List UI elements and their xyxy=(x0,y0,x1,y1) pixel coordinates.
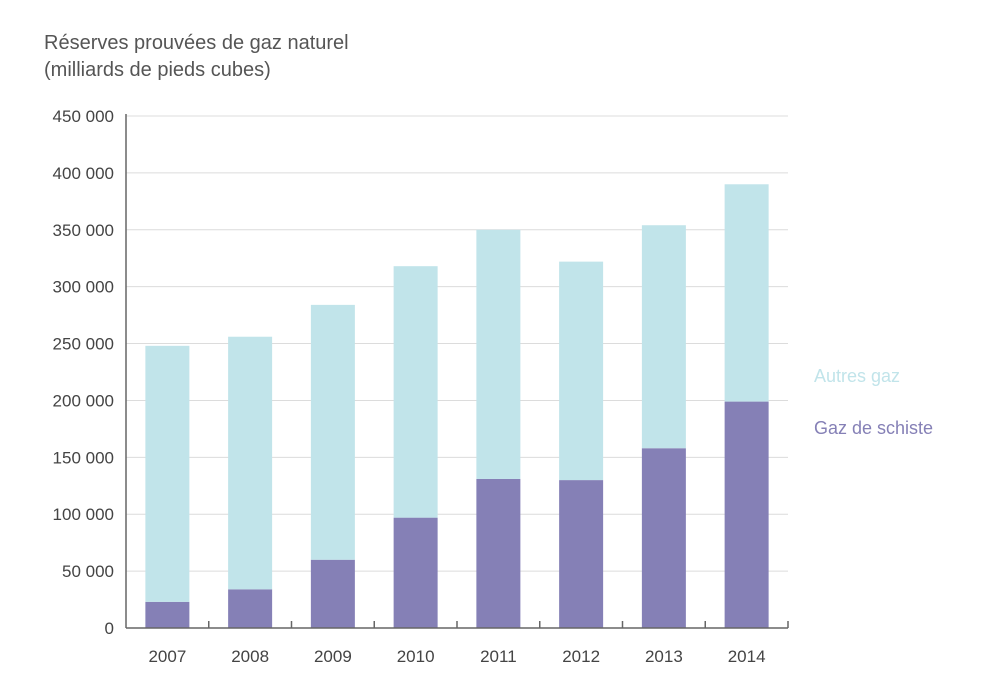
y-tick-label: 0 xyxy=(105,619,114,638)
x-tick-label: 2013 xyxy=(645,647,683,666)
x-tick-label: 2011 xyxy=(480,647,517,666)
y-tick-label: 100 000 xyxy=(53,505,114,524)
bar-gaz-de-schiste-2010 xyxy=(393,517,438,628)
x-tick-label: 2012 xyxy=(562,647,600,666)
bar-autres-gaz-2009 xyxy=(310,304,355,560)
bar-gaz-de-schiste-2009 xyxy=(310,559,355,628)
x-tick-labels: 2007 2008 2009 2010 2011 2012 2013 2014 xyxy=(148,647,765,666)
x-tick-label: 2010 xyxy=(397,647,435,666)
y-tick-label: 450 000 xyxy=(53,107,114,126)
y-tick-label: 200 000 xyxy=(53,391,114,410)
y-tick-label: 350 000 xyxy=(53,221,114,240)
bar-gaz-de-schiste-2014 xyxy=(724,401,769,628)
legend-label-autres-gaz: Autres gaz xyxy=(814,366,901,386)
gridlines xyxy=(126,115,788,572)
bar-autres-gaz-2014 xyxy=(724,184,769,402)
y-tick-label: 50 000 xyxy=(62,562,114,581)
bar-autres-gaz-2010 xyxy=(393,266,438,518)
y-tick-label: 300 000 xyxy=(53,278,114,297)
x-tick-label: 2007 xyxy=(148,647,186,666)
bar-autres-gaz-2008 xyxy=(228,336,273,590)
x-tick-label: 2008 xyxy=(231,647,269,666)
bar-autres-gaz-2012 xyxy=(559,261,604,481)
y-tick-label: 150 000 xyxy=(53,448,114,467)
axes xyxy=(125,114,789,629)
y-tick-labels: 0 50 000 100 000 150 000 200 000 250 000 300 0… xyxy=(53,107,114,638)
bar-gaz-de-schiste-2013 xyxy=(641,448,686,628)
bar-gaz-de-schiste-2008 xyxy=(228,589,273,628)
legend-autres-gaz: Autres gaz xyxy=(814,366,900,387)
y-tick-label: 400 000 xyxy=(53,164,114,183)
bar-gaz-de-schiste-2012 xyxy=(559,480,604,628)
legend-gaz-de-schiste: Gaz de schiste xyxy=(814,418,933,439)
bar-autres-gaz-2011 xyxy=(476,229,521,479)
y-tick-label: 250 000 xyxy=(53,335,114,354)
x-tick-label: 2009 xyxy=(314,647,352,666)
x-tick-label: 2014 xyxy=(728,647,766,666)
bar-autres-gaz-2007 xyxy=(145,345,190,602)
bar-autres-gaz-2013 xyxy=(641,225,686,449)
legend-label-gaz-de-schiste: Gaz de schiste xyxy=(814,418,934,438)
bar-gaz-de-schiste-2011 xyxy=(476,478,521,628)
chart-title-block: Réserves prouvées de gaz naturel (millia… xyxy=(44,30,349,84)
chart-title: Réserves prouvées de gaz naturel xyxy=(44,32,349,54)
chart-subtitle: (milliards de pieds cubes) xyxy=(44,59,271,81)
bars xyxy=(145,184,769,628)
bar-gaz-de-schiste-2007 xyxy=(145,601,190,628)
